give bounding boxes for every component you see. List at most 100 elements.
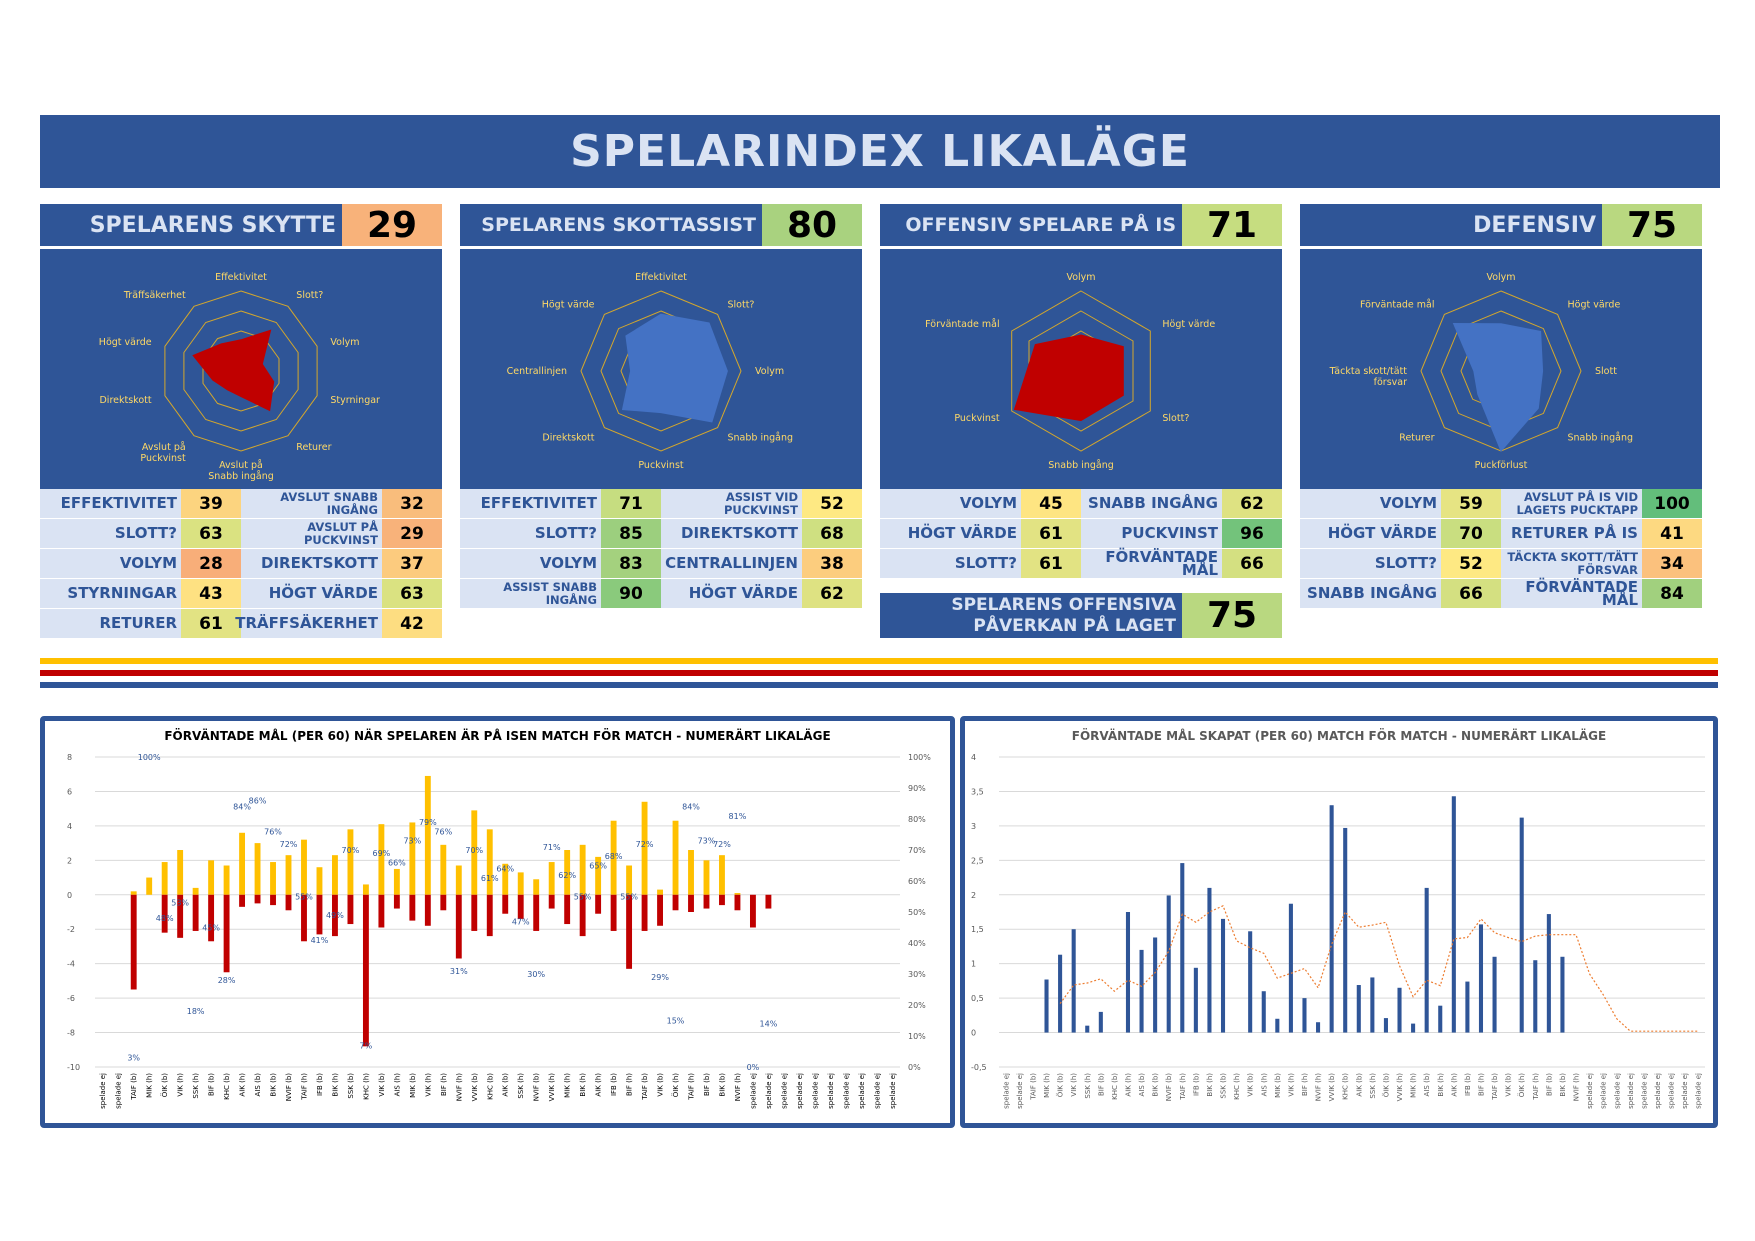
radar-axis-label: Avslut på Puckvinst <box>140 442 186 464</box>
metric-label: FÖRVÄNTADE MÅL <box>1501 579 1642 608</box>
bar-negative <box>486 894 493 937</box>
x-tick-label: NVIF (b) <box>285 1073 293 1102</box>
bar-positive <box>579 844 586 895</box>
x-tick-label: MIK (h) <box>146 1073 154 1098</box>
x-tick-label: BIF (b) <box>703 1073 711 1096</box>
metric-label: STYRNINGAR <box>40 579 181 608</box>
metric-row: VOLYM 83 CENTRALLINJEN 38 <box>460 549 862 579</box>
x-tick-label: spelade ej <box>1681 1073 1689 1109</box>
bar-positive <box>270 862 276 895</box>
x-tick-label: VIK (h) <box>1287 1073 1295 1097</box>
bar-positive <box>486 829 493 895</box>
metric-label: FÖRVÄNTADE MÅL <box>1081 549 1222 578</box>
y2-tick-label: 0% <box>908 1063 921 1072</box>
bar-positive <box>347 829 354 895</box>
metric-value: 39 <box>181 489 241 518</box>
metric-value: 28 <box>181 549 241 578</box>
pct-label: 7% <box>360 1041 373 1050</box>
metric-value: 43 <box>181 579 241 608</box>
x-tick-label: NVIF (h) <box>734 1073 742 1102</box>
x-tick-label: BIK (h) <box>1206 1073 1214 1097</box>
x-tick-label: ÖIK (b) <box>1056 1073 1065 1098</box>
y-tick-label: 3 <box>971 822 976 831</box>
metric-value: 45 <box>1021 489 1081 518</box>
radar-shape <box>1452 322 1544 452</box>
metric-label: EFFEKTIVITET <box>460 489 601 518</box>
bar <box>1451 796 1456 1033</box>
x-tick-label: spelade ej <box>1613 1073 1621 1109</box>
pct-label: 64% <box>496 865 514 874</box>
pct-label: 79% <box>419 818 437 827</box>
chart-xg-created-title: FÖRVÄNTADE MÅL SKAPAT (PER 60) MATCH FÖR… <box>1071 729 1607 743</box>
bar-negative <box>610 894 617 931</box>
y2-tick-label: 70% <box>908 846 926 855</box>
pct-label: 55% <box>574 893 592 902</box>
pct-label: 14% <box>760 1020 778 1029</box>
bar-negative <box>239 894 246 907</box>
metric-label: VOLYM <box>1300 489 1441 518</box>
x-tick-label: VVIK (h) <box>1396 1073 1404 1102</box>
metric-label: SLOTT? <box>880 549 1021 578</box>
radar-chart: Effektivitet Slott? Volym Styrningar Returer… <box>40 249 442 489</box>
metric-value: 68 <box>802 519 862 548</box>
y-tick-label: -10 <box>67 1063 80 1072</box>
metric-table: EFFEKTIVITET 71 ASSIST VID PUCKVINST 52 SLOT… <box>460 489 862 609</box>
panel-header-name: OFFENSIV SPELARE PÅ IS <box>880 204 1182 246</box>
metric-value: 90 <box>601 579 661 608</box>
bar-negative <box>223 894 230 973</box>
metric-label: HÖGT VÄRDE <box>661 579 802 608</box>
metric-row: SLOTT? 52 TÄCKTA SKOTT/TÄTT FÖRSVAR 34 <box>1300 549 1702 579</box>
bar-negative <box>719 894 725 906</box>
y2-tick-label: 100% <box>908 753 931 762</box>
metric-label: RETURER <box>40 609 181 638</box>
panel-header: OFFENSIV SPELARE PÅ IS 71 <box>880 204 1282 246</box>
x-tick-label: spelade ej <box>858 1073 866 1109</box>
x-tick-label: KHC (b) <box>1111 1073 1119 1100</box>
x-tick-label: IFB (b) <box>1464 1073 1472 1096</box>
radar-axis-label: Slott? <box>296 290 323 301</box>
metric-label: ASSIST VID PUCKVINST <box>661 489 802 518</box>
bar-positive <box>409 822 416 895</box>
radar-axis-label: Direktskott <box>99 395 151 406</box>
y-tick-label: -4 <box>67 960 75 969</box>
metric-label: DIREKTSKOTT <box>241 549 382 578</box>
bar <box>1058 954 1063 1033</box>
y-tick-label: 0 <box>67 891 72 900</box>
metric-row: HÖGT VÄRDE 70 RETURER PÅ IS 41 <box>1300 519 1702 549</box>
metric-label: HÖGT VÄRDE <box>241 579 382 608</box>
metric-value: 52 <box>802 489 862 518</box>
pct-label: 86% <box>249 796 267 805</box>
bar-positive <box>239 832 246 895</box>
x-tick-label: BIK (b) <box>270 1073 278 1097</box>
bar <box>1098 1011 1103 1033</box>
panel-header-value: 71 <box>1182 204 1282 246</box>
radar-axis-label: Högt värde <box>542 300 595 311</box>
metric-value: 34 <box>1642 549 1702 578</box>
chart-xg-created: 4 3,5 3 2,5 2 1,5 1 0,5 0 -0,5 spelade ej spelade e… <box>971 753 1705 1109</box>
x-tick-label: IFB (b) <box>1192 1073 1200 1096</box>
panel-offensiv-spelare-på-is: OFFENSIV SPELARE PÅ IS 71 Volym Högt värde S… <box>880 204 1282 579</box>
bar <box>1492 956 1497 1033</box>
bar-negative <box>502 894 509 914</box>
bar-negative <box>161 894 168 933</box>
y-tick-label: 2 <box>67 856 72 865</box>
pct-label: 72% <box>280 840 298 849</box>
x-tick-label: spelade ej <box>1586 1073 1594 1109</box>
bar-negative <box>471 894 478 931</box>
pct-label: 73% <box>403 837 421 846</box>
bar-positive <box>254 843 261 895</box>
bar <box>1370 977 1375 1033</box>
pct-label: 61% <box>481 874 499 883</box>
bar-positive <box>332 855 338 895</box>
bar-negative <box>641 894 648 931</box>
pct-label: 72% <box>713 840 731 849</box>
x-tick-label: spelade ej <box>1627 1073 1635 1109</box>
x-tick-label: IFB (b) <box>610 1073 618 1096</box>
bar-positive <box>502 863 509 895</box>
radar-axis-label: Täckta skott/tätt försvar <box>1329 366 1408 388</box>
radar-axis-label: Volym <box>1486 272 1515 283</box>
bar-negative <box>424 894 431 926</box>
metric-value: 63 <box>181 519 241 548</box>
bar-negative <box>533 894 540 931</box>
x-tick-label: TAIF (h) <box>1179 1073 1187 1101</box>
